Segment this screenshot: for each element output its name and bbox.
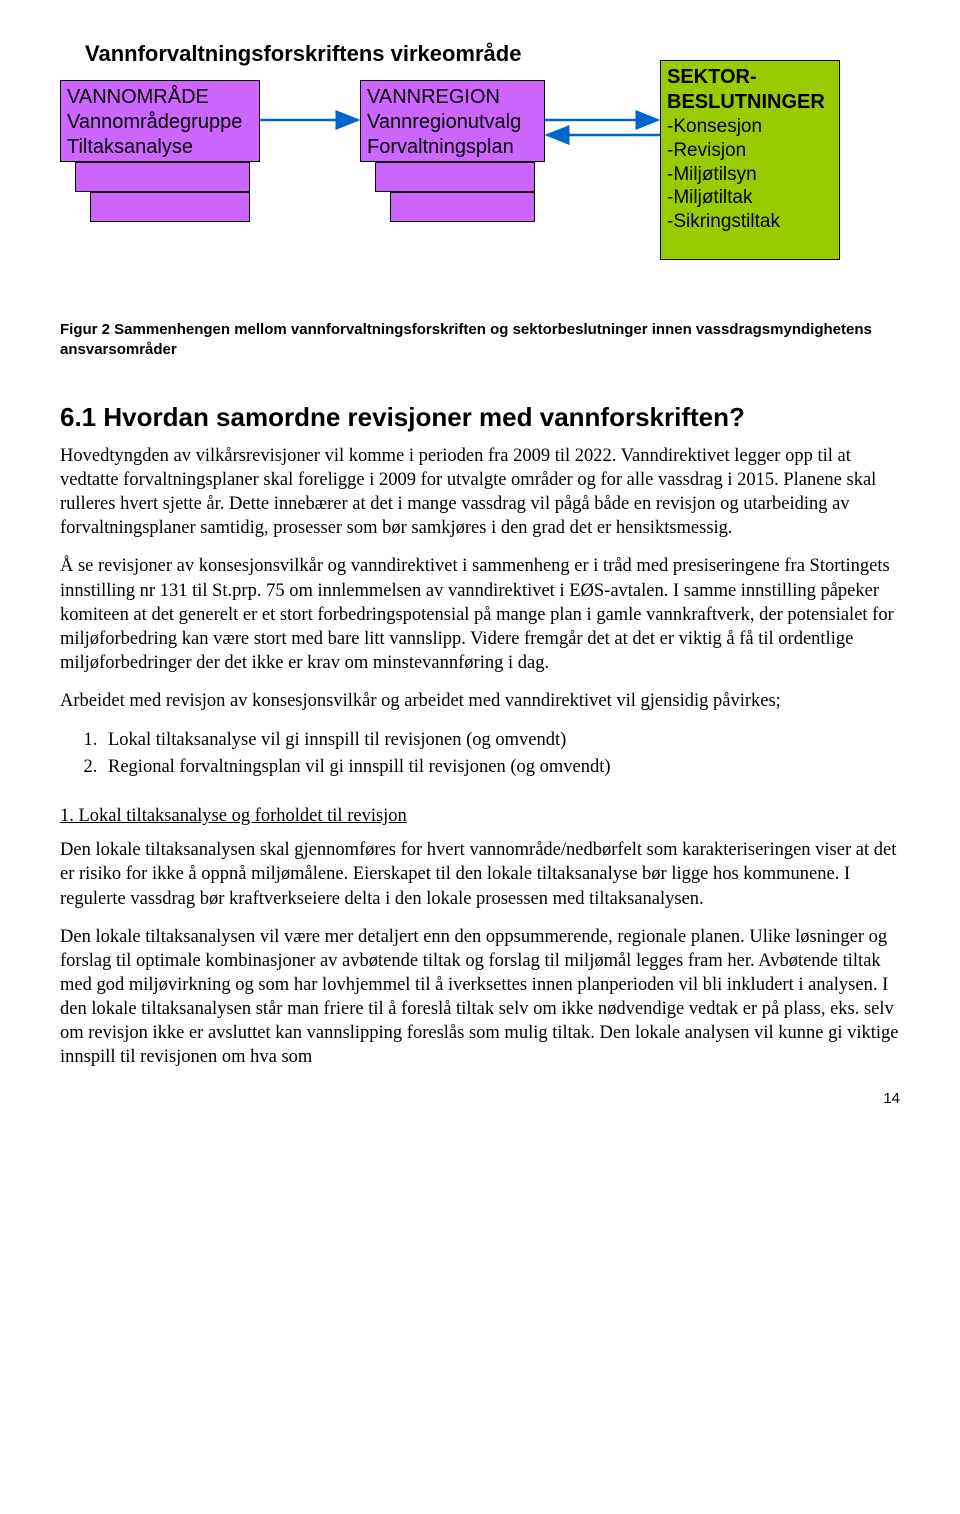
box1-shadow1 (75, 162, 250, 192)
diagram-title: Vannforvaltningsforskriftens virkeområde (85, 40, 521, 69)
box1-line2: Vannområdegruppe (67, 110, 253, 135)
paragraph-3: Arbeidet med revisjon av konsesjonsvilkå… (60, 689, 900, 713)
numbered-list: Lokal tiltaksanalyse vil gi innspill til… (102, 727, 900, 781)
paragraph-1: Hovedtyngden av vilkårsrevisjoner vil ko… (60, 444, 900, 540)
box2-shadow2 (390, 192, 535, 222)
sub-heading-underline: 1. Lokal tiltaksanalyse og forholdet til… (60, 804, 900, 828)
box3-item-0: -Konsesjon (667, 115, 833, 139)
box1-shadow2 (90, 192, 250, 222)
box1-line1: VANNOMRÅDE (67, 85, 253, 110)
box3-item-3: -Miljøtiltak (667, 186, 833, 210)
box2-shadow1 (375, 162, 535, 192)
box2-line3: Forvaltningsplan (367, 135, 538, 160)
box1-line3: Tiltaksanalyse (67, 135, 253, 160)
paragraph-4: Den lokale tiltaksanalysen skal gjennomf… (60, 838, 900, 910)
box-vannregion: VANNREGION Vannregionutvalg Forvaltnings… (360, 80, 545, 162)
list-item: Lokal tiltaksanalyse vil gi innspill til… (102, 727, 900, 754)
paragraph-2: Å se revisjoner av konsesjonsvilkår og v… (60, 554, 900, 674)
paragraph-5: Den lokale tiltaksanalysen vil være mer … (60, 925, 900, 1069)
box-vannomrade: VANNOMRÅDE Vannområdegruppe Tiltaksanaly… (60, 80, 260, 162)
box2-line1: VANNREGION (367, 85, 538, 110)
box3-item-2: -Miljøtilsyn (667, 163, 833, 187)
page-number: 14 (60, 1089, 900, 1109)
list-item: Regional forvaltningsplan vil gi innspil… (102, 754, 900, 781)
box2-line2: Vannregionutvalg (367, 110, 538, 135)
figure-caption: Figur 2 Sammenhengen mellom vannforvaltn… (60, 320, 900, 361)
section-heading: 6.1 Hvordan samordne revisjoner med vann… (60, 401, 900, 435)
box3-hdr2: BESLUTNINGER (667, 90, 833, 115)
box3-item-4: -Sikringstiltak (667, 210, 833, 234)
box-sektor: SEKTOR- BESLUTNINGER -Konsesjon -Revisjo… (660, 60, 840, 260)
diagram-container: Vannforvaltningsforskriftens virkeområde… (60, 40, 900, 290)
box3-hdr1: SEKTOR- (667, 65, 833, 90)
box3-item-1: -Revisjon (667, 139, 833, 163)
